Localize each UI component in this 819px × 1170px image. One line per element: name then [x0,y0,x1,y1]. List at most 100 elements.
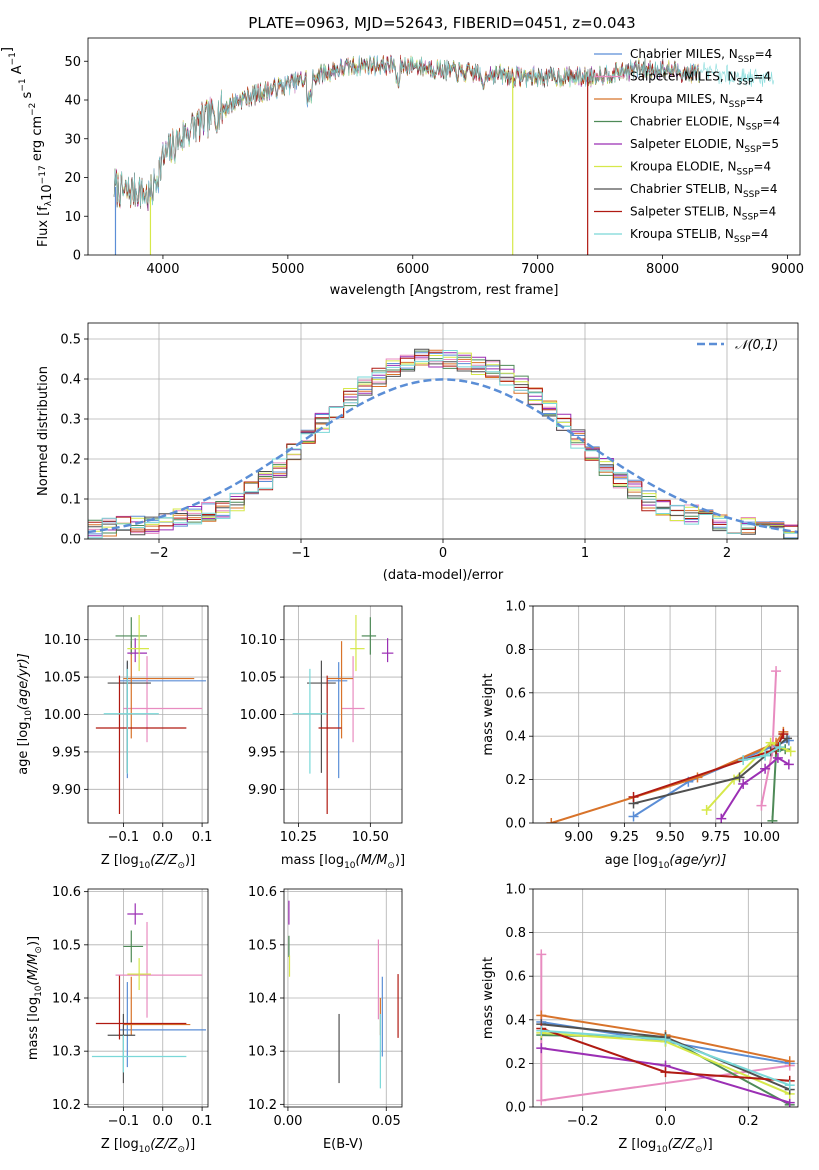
legend-entry: Kroupa STELIB, NSSP=4 [630,227,768,245]
label-part: 10 [24,710,34,722]
label-part: (M/M [356,853,388,868]
label-part: A [10,65,25,78]
x-axis-label: wavelength [Angstrom, rest frame] [330,283,559,298]
y-tick-label: 0.0 [60,533,81,548]
y-tick-label: 30 [64,132,81,147]
label-part: =4 [762,115,780,129]
label-part: (Z/Z [668,1137,696,1152]
axes-frame [87,888,209,1108]
x-tick-label: −2 [149,546,168,561]
label-part: Z [log [101,1137,139,1152]
legend-entry: Chabrier MILES, NSSP=4 [630,47,772,65]
legend-entry: Salpeter STELIB, NSSP=4 [630,205,776,223]
y-tick-label: 10.5 [248,938,277,953]
x-tick-label: −0.2 [567,1114,599,1129]
label-part: SSP [729,100,746,110]
y-tick-label: 10.6 [248,885,277,900]
y-tick-label: 10.05 [240,671,277,686]
label-part: =4 [746,92,764,106]
label-part: age [log [16,722,31,775]
label-part: Kroupa ELODIE, N [630,160,737,174]
x-tick-label: 0.00 [273,1114,302,1129]
y-tick-label: 10.2 [52,1098,81,1113]
panels: 4000 5000 6000 7000 8000 900001020304050Chabr… [0,37,804,1155]
y-tick-label: 10.3 [52,1045,81,1060]
y-tick-label: 10.00 [240,708,277,723]
legend-entry: Kroupa MILES, NSSP=4 [630,92,763,110]
plot-content [91,903,207,1084]
x-axis-label: E(B-V) [323,1137,363,1152]
label-part: erg cm [30,116,45,165]
y-axis-label: Flux [fλ10−17 erg cm−2 s−1 A−1] [0,47,55,247]
legend-entry: Chabrier ELODIE, NSSP=4 [630,115,780,133]
label-part: Z [log [101,853,139,868]
x-tick-label: −1 [291,546,310,561]
grid [88,606,208,823]
y-tick-label: 0.4 [505,1013,526,1028]
x-tick-label: 9.25 [610,830,639,845]
label-part: 10 [139,861,151,871]
x-tick-label: 0.0 [655,1114,676,1129]
y-tick-label: 0.6 [505,686,526,701]
axes-mass-weight-vs-Z: −0.2 0.0 0.2 0.0 0.2 0.4 0.6 0.8 1.0 Z [log10(Z/Z… [481,883,799,1155]
y-tick-label: 10.10 [240,633,277,648]
y-tick-label: 20 [64,171,81,186]
histogram-step [88,350,798,539]
x-tick-label: 10.25 [280,830,317,845]
legend-entry: Salpeter ELODIE, NSSP=5 [630,137,779,155]
label-part: =4 [755,47,773,61]
axes-mass-vs-ebv: 0.00 0.05 10.2 10.3 10.4 10.5 10.6 E(B-V) [248,885,403,1152]
label-part: Salpeter STELIB, N [630,205,742,219]
y-axis-label: age [log10(age/yr)] [16,653,34,775]
x-tick-label: 9.75 [701,830,730,845]
label-part: −1 [18,78,28,91]
label-part: ⊙ [177,1145,185,1155]
label-part: ⊙ [387,861,395,871]
axes-residuals: −2 −1 0 1 2 0.0 0.1 0.2 0.3 0.4 0.5 𝒩(0,1) (data-mod… [36,322,799,583]
label-part: =4 [759,205,777,219]
label-part: (Z/Z [150,853,178,868]
label-part: Kroupa MILES, N [630,92,729,106]
y-tick-label: 0.2 [505,773,526,788]
axes-frame [87,37,801,256]
y-axis-label: mass weight [481,957,496,1039]
axes-frame [87,322,799,540]
x-tick-label: 5000 [271,262,304,277]
label-part: SSP [734,235,751,245]
label-part: Chabrier ELODIE, N [630,115,746,129]
label-part: age [log [605,853,658,868]
y-tick-label: 50 [64,55,81,70]
axes-frame [532,888,799,1108]
legend-entry: Salpeter MILES, NSSP=4 [630,70,771,88]
y-tick-label: 9.95 [248,745,277,760]
plot-content [288,900,399,1089]
legend-entry: Chabrier STELIB, NSSP=4 [630,182,778,200]
x-tick-label: −0.1 [108,830,140,845]
x-axis-label: Z [log10(Z/Z⊙)] [618,1137,712,1155]
label-part: 10 [656,1145,668,1155]
label-part: ⊙ [34,946,44,954]
label-part: )] [185,1137,195,1152]
label-part: 10 [34,985,44,997]
x-axis-label: age [log10(age/yr)] [605,853,727,871]
label-part: =4 [753,160,771,174]
label-part: Salpeter MILES, N [630,70,737,84]
y-axis-label: mass [log10(M/M⊙)] [26,936,44,1060]
x-tick-label: −0.1 [108,1114,140,1129]
spectrum-line [113,55,775,207]
y-tick-label: 10.00 [44,708,81,723]
grid [88,889,208,1107]
y-tick-label: 10.10 [44,633,81,648]
normal-curve [88,378,798,534]
x-tick-label: 9.00 [564,830,593,845]
x-tick-label: 0.1 [192,830,213,845]
label-part: mass [log [26,997,41,1060]
y-tick-label: 0 [73,249,81,264]
y-tick-label: 9.90 [248,783,277,798]
x-tick-label: 0.2 [738,1114,759,1129]
label-part: Z [log [618,1137,656,1152]
y-axis-label: mass weight [481,673,496,755]
x-tick-label: 2 [723,546,731,561]
